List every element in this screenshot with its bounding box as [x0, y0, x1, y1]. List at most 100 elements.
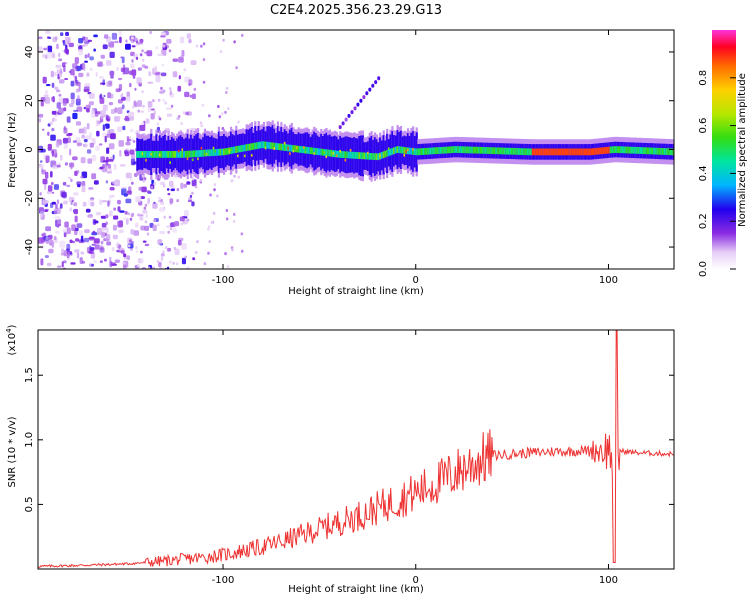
noise-cell — [44, 97, 50, 104]
ridge-core — [257, 141, 260, 149]
noise-cell — [107, 163, 112, 169]
ridge-core — [569, 148, 573, 156]
speck-cell — [160, 199, 163, 202]
speck-cell — [200, 124, 203, 128]
noise-cell — [130, 63, 135, 69]
noise-cell — [48, 248, 54, 254]
noise-cell — [110, 75, 114, 79]
noise-cell — [102, 104, 109, 112]
speck-cell — [241, 33, 244, 37]
ridge-core — [630, 146, 633, 154]
speck-cell — [168, 215, 172, 219]
ridge-core — [259, 141, 262, 149]
noise-cell — [108, 41, 115, 48]
speck-cell — [230, 179, 233, 183]
noise-cell — [184, 210, 189, 217]
noise-cell — [106, 60, 112, 66]
ridge-core — [325, 149, 328, 157]
ridge-core — [568, 148, 571, 156]
ridge-core — [554, 148, 557, 156]
ridge-core — [476, 146, 479, 154]
speck-cell — [157, 98, 161, 102]
noise-cell — [172, 228, 177, 233]
noise-cell — [138, 186, 143, 191]
ridge-core — [320, 148, 323, 156]
noise-cell — [70, 69, 75, 76]
noise-cell — [70, 92, 75, 100]
noise-cell — [97, 60, 100, 63]
ridge-core — [216, 149, 219, 156]
ridge-core — [465, 146, 469, 154]
speck-cell — [225, 217, 229, 221]
noise-cell — [159, 231, 166, 234]
ridge-core — [197, 150, 200, 157]
ridge-core — [203, 149, 207, 157]
noise-cell — [74, 249, 80, 253]
ridge-core — [398, 146, 401, 154]
noise-cell — [91, 243, 96, 246]
ridge-core — [276, 143, 279, 150]
ridge-core — [254, 142, 257, 150]
noise-cell — [56, 43, 59, 50]
speck-cell — [158, 117, 162, 121]
speck-cell — [176, 188, 180, 192]
ridge-core — [308, 147, 311, 154]
noise-cell — [153, 201, 156, 204]
x-tick-label: 100 — [599, 575, 618, 586]
noise-cell — [93, 180, 99, 185]
noise-cell — [38, 36, 43, 40]
ridge-core — [455, 146, 458, 153]
noise-cell — [154, 71, 161, 76]
noise-cell — [140, 225, 145, 231]
speck-cell — [224, 252, 227, 256]
ridge-core — [413, 148, 416, 156]
noise-cell — [51, 127, 55, 132]
noise-cell — [128, 111, 134, 118]
noise-cell — [142, 209, 148, 214]
ridge-core — [602, 147, 606, 154]
ridge-core — [509, 147, 512, 155]
noise-cell — [86, 72, 90, 77]
speck-cell — [163, 184, 166, 188]
noise-cell — [57, 265, 62, 268]
ridge-core — [469, 146, 472, 154]
noise-cell — [140, 110, 144, 113]
noise-cell — [58, 52, 61, 58]
noise-cell — [180, 182, 184, 189]
ridge-core — [153, 151, 156, 158]
ridge-core — [188, 150, 191, 158]
ridge-core — [589, 148, 592, 156]
noise-cell — [148, 266, 151, 269]
noise-cell — [148, 106, 151, 113]
speck-cell — [180, 222, 183, 226]
streak-cell — [341, 121, 345, 126]
ridge-core — [448, 146, 451, 154]
noise-cell — [63, 107, 67, 112]
ridge-core — [639, 147, 642, 154]
ridge-core — [622, 146, 625, 154]
ridge-core — [283, 144, 286, 151]
noise-cell — [116, 66, 119, 71]
ridge-core — [608, 146, 611, 154]
ridge-core — [347, 151, 351, 159]
streak-cell — [359, 98, 363, 103]
noise-cell — [40, 211, 45, 216]
ridge-core — [235, 146, 238, 153]
ridge-core — [559, 148, 562, 156]
speck-cell — [202, 80, 206, 84]
noise-cell — [47, 185, 53, 192]
ridge-core — [436, 147, 439, 154]
snr-x-ticks: -100 0 100 — [212, 330, 618, 586]
noise-cell — [89, 142, 94, 148]
ridge-core — [321, 148, 325, 156]
ridge-core — [373, 153, 377, 160]
noise-cell — [146, 50, 153, 57]
ridge-core — [651, 147, 654, 155]
ridge-core — [372, 153, 375, 160]
ridge-core — [391, 148, 394, 155]
noise-cell — [65, 31, 69, 36]
ridge-core — [484, 147, 488, 154]
ridge-core — [288, 144, 292, 152]
ridge-core — [250, 143, 253, 151]
noise-cell — [109, 210, 113, 217]
